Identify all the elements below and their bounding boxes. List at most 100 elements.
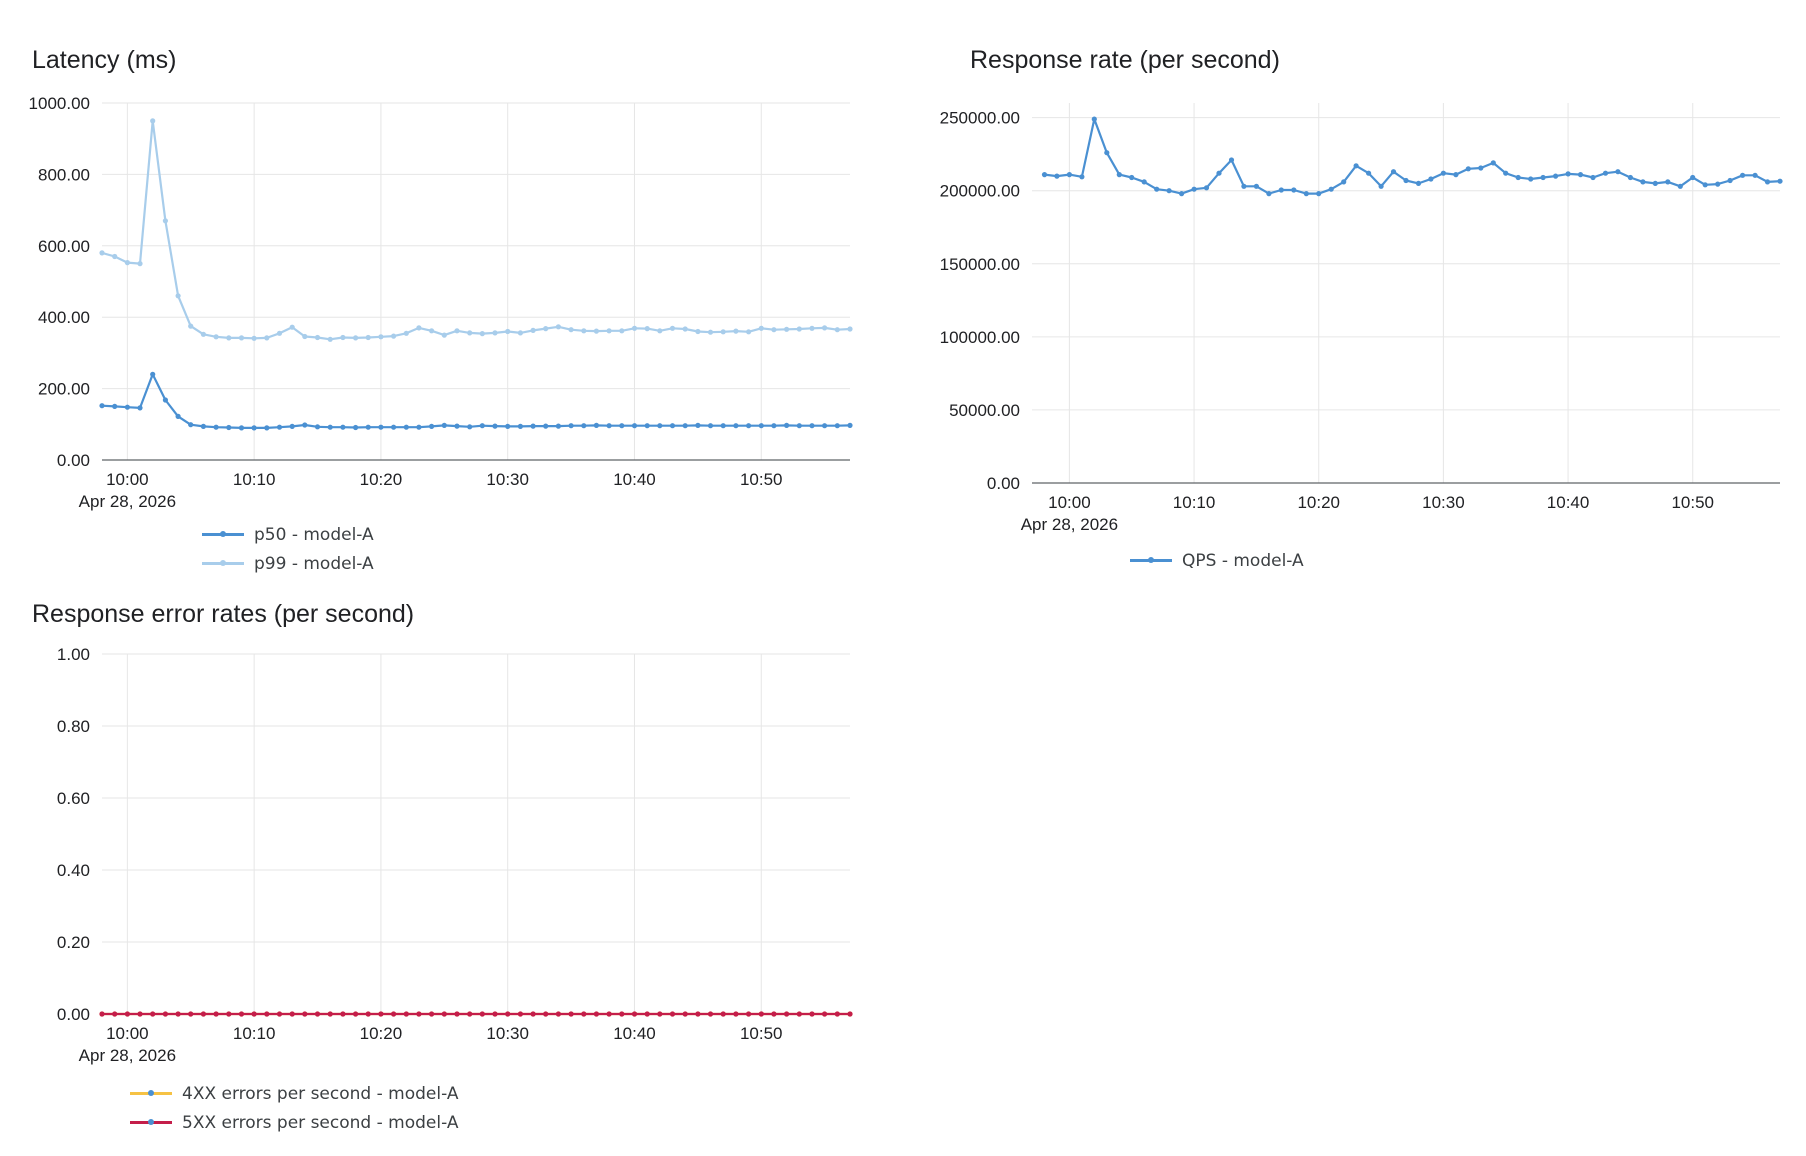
data-point[interactable]	[530, 327, 536, 333]
data-point[interactable]	[1540, 174, 1546, 181]
data-point[interactable]	[302, 333, 308, 340]
data-point[interactable]	[479, 423, 485, 429]
data-point[interactable]	[847, 326, 853, 332]
data-point[interactable]	[1615, 169, 1621, 175]
data-point[interactable]	[720, 423, 726, 429]
data-point[interactable]	[314, 334, 321, 341]
data-point[interactable]	[1104, 150, 1110, 156]
data-point[interactable]	[1166, 188, 1172, 194]
data-point[interactable]	[150, 118, 156, 124]
data-point[interactable]	[112, 403, 118, 409]
data-point[interactable]	[340, 424, 346, 430]
data-point[interactable]	[378, 1011, 384, 1017]
series-line[interactable]	[101, 373, 851, 429]
data-point[interactable]	[1353, 163, 1359, 169]
data-point[interactable]	[365, 424, 371, 430]
data-point[interactable]	[1390, 169, 1397, 175]
data-point[interactable]	[1079, 174, 1085, 180]
data-point[interactable]	[226, 335, 232, 341]
data-point[interactable]	[746, 329, 752, 335]
data-point[interactable]	[327, 1011, 333, 1017]
data-point[interactable]	[276, 330, 283, 336]
data-point[interactable]	[1253, 183, 1259, 189]
data-point[interactable]	[454, 328, 460, 334]
data-point[interactable]	[644, 1011, 650, 1017]
data-point[interactable]	[568, 1011, 574, 1017]
series-line[interactable]	[101, 119, 851, 341]
data-point[interactable]	[796, 326, 802, 332]
data-point[interactable]	[175, 413, 181, 419]
data-point[interactable]	[505, 1011, 511, 1017]
data-point[interactable]	[1241, 183, 1247, 189]
data-point[interactable]	[264, 1011, 270, 1017]
data-point[interactable]	[1303, 191, 1309, 197]
data-point[interactable]	[543, 423, 549, 429]
data-point[interactable]	[1640, 179, 1646, 185]
data-point[interactable]	[314, 424, 321, 430]
data-point[interactable]	[1316, 191, 1322, 197]
legend-item[interactable]: p99 - model-A	[202, 549, 374, 578]
data-point[interactable]	[238, 1011, 245, 1017]
data-point[interactable]	[162, 218, 168, 224]
data-point[interactable]	[695, 328, 701, 335]
data-point[interactable]	[733, 423, 739, 429]
data-point[interactable]	[454, 423, 460, 429]
data-point[interactable]	[682, 423, 688, 429]
data-point[interactable]	[822, 325, 828, 331]
data-point[interactable]	[416, 325, 422, 331]
data-point[interactable]	[593, 328, 600, 334]
data-point[interactable]	[1577, 172, 1584, 178]
data-point[interactable]	[1179, 191, 1185, 197]
data-point[interactable]	[1366, 170, 1372, 176]
data-point[interactable]	[276, 1011, 283, 1017]
data-point[interactable]	[784, 1011, 790, 1017]
data-point[interactable]	[1465, 166, 1471, 172]
data-point[interactable]	[1116, 172, 1122, 178]
data-point[interactable]	[822, 423, 828, 429]
data-point[interactable]	[657, 423, 663, 429]
data-point[interactable]	[707, 329, 714, 335]
data-point[interactable]	[175, 293, 181, 299]
data-point[interactable]	[1278, 187, 1284, 193]
data-point[interactable]	[834, 423, 840, 429]
data-point[interactable]	[796, 423, 802, 429]
data-point[interactable]	[378, 424, 384, 430]
data-point[interactable]	[505, 423, 511, 429]
data-point[interactable]	[1341, 179, 1347, 185]
data-point[interactable]	[771, 423, 777, 429]
data-point[interactable]	[492, 1011, 498, 1017]
data-point[interactable]	[99, 1011, 105, 1017]
data-point[interactable]	[264, 425, 270, 431]
data-point[interactable]	[226, 424, 232, 431]
data-point[interactable]	[593, 422, 600, 428]
data-point[interactable]	[809, 325, 815, 331]
data-point[interactable]	[517, 423, 524, 429]
data-point[interactable]	[758, 325, 764, 331]
data-point[interactable]	[1490, 160, 1496, 166]
data-point[interactable]	[213, 424, 219, 430]
data-point[interactable]	[530, 1011, 536, 1017]
data-point[interactable]	[150, 1011, 156, 1017]
data-point[interactable]	[302, 1011, 308, 1017]
data-point[interactable]	[251, 1011, 257, 1017]
data-point[interactable]	[834, 327, 840, 333]
data-point[interactable]	[188, 1011, 194, 1017]
data-point[interactable]	[454, 1011, 460, 1017]
data-point[interactable]	[581, 328, 587, 334]
data-point[interactable]	[1665, 179, 1671, 185]
data-point[interactable]	[1266, 191, 1272, 197]
data-point[interactable]	[1752, 172, 1758, 178]
data-point[interactable]	[99, 250, 105, 256]
data-point[interactable]	[1727, 177, 1733, 184]
data-point[interactable]	[1652, 180, 1658, 186]
data-point[interactable]	[517, 330, 524, 336]
data-point[interactable]	[429, 1011, 435, 1017]
data-point[interactable]	[99, 403, 105, 409]
data-point[interactable]	[175, 1011, 181, 1017]
data-point[interactable]	[162, 1011, 168, 1017]
data-point[interactable]	[593, 1011, 600, 1017]
data-point[interactable]	[1216, 170, 1222, 176]
data-point[interactable]	[822, 1011, 828, 1017]
data-point[interactable]	[771, 327, 777, 333]
data-point[interactable]	[746, 423, 752, 429]
